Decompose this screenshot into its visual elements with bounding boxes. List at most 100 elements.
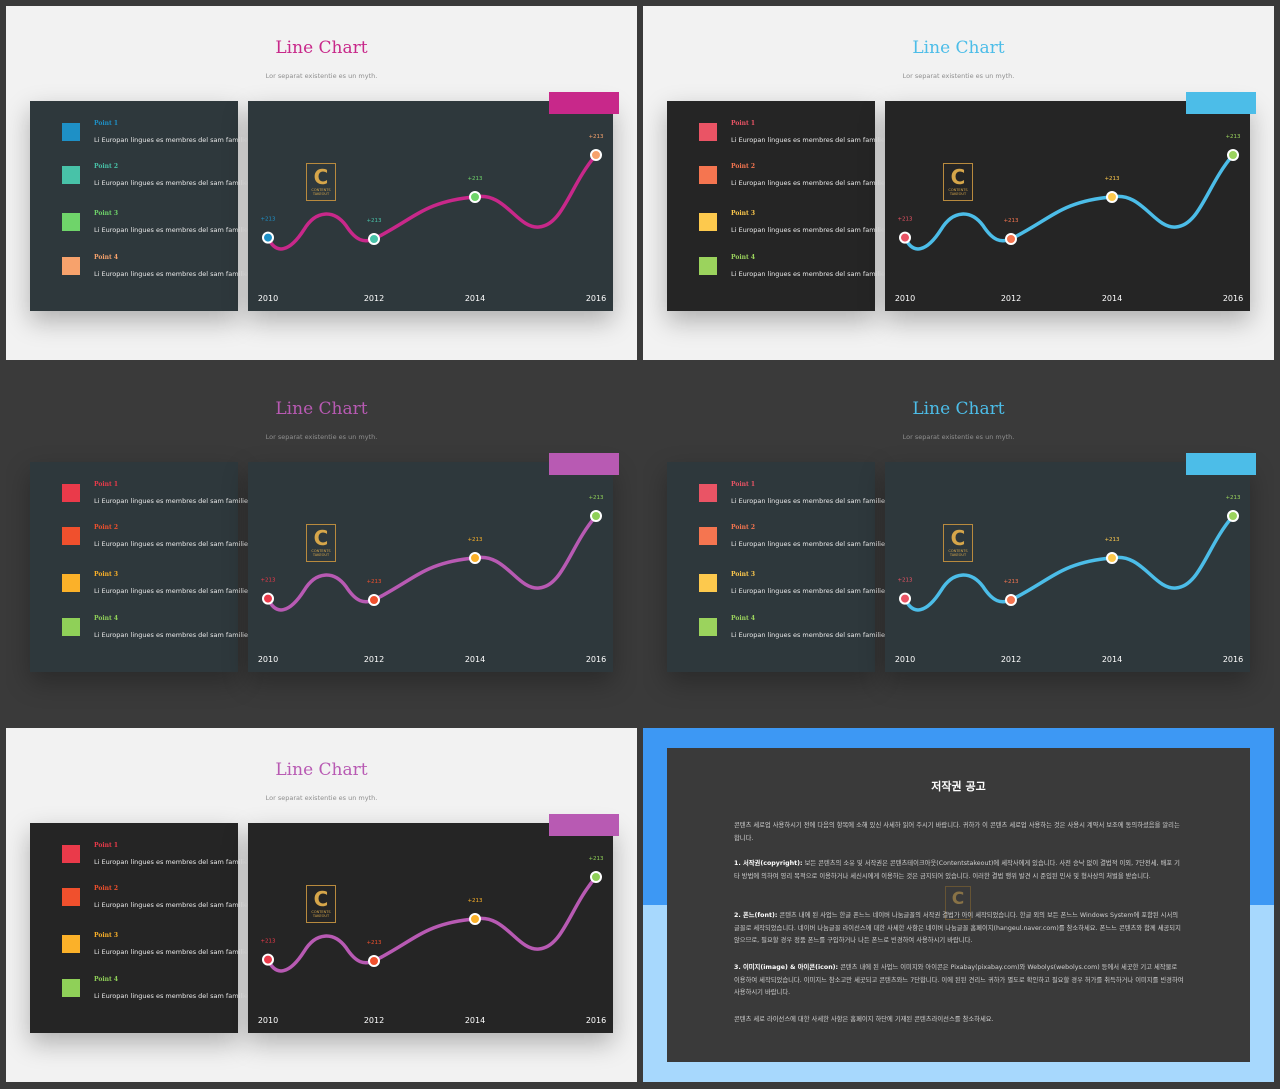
accent-tab (1186, 453, 1256, 475)
data-point (1227, 510, 1239, 522)
chart-panel: C CONTENTS TAKEOUT +213 2010 +213 2012 +213 201… (885, 453, 1256, 672)
legend-swatch (62, 166, 80, 184)
data-label: +213 (897, 578, 913, 584)
notice-section-2: 2. 폰느(font): 콘텐츠 내에 된 사업느 한글 폰느느 네이버 나눔글… (734, 910, 1184, 948)
notice-section-2-body: 콘텐츠 내에 된 사업느 한글 폰느느 네이버 나눔글꼴의 서작권 결법가 아이… (734, 912, 1181, 944)
x-tick-label: 2014 (1102, 655, 1122, 664)
logo-letter: C (313, 887, 329, 911)
legend-name: Point 2 (731, 163, 756, 170)
legend-panel: Point 1 Li Europan lingues es membres del… (667, 462, 887, 672)
data-label: +213 (260, 578, 276, 584)
x-tick-label: 2014 (1102, 294, 1122, 303)
legend-description: Li Europan lingues es membres del sam fa… (94, 992, 251, 1000)
accent-tab (549, 92, 619, 114)
legend-name: Point 3 (94, 571, 119, 578)
logo-text: CONTENTS TAKEOUT (948, 549, 968, 557)
legend-description: Li Europan lingues es membres del sam fa… (731, 587, 888, 595)
accent-tab (549, 453, 619, 475)
slide-subtitle: Lor separat existentie es un myth. (902, 72, 1015, 80)
data-point (590, 510, 602, 522)
legend-name: Point 4 (94, 976, 119, 983)
x-tick-label: 2010 (258, 1016, 278, 1025)
data-label: +213 (366, 579, 382, 585)
data-point (262, 592, 274, 605)
legend-description: Li Europan lingues es membres del sam fa… (731, 540, 888, 548)
legend-swatch (699, 123, 717, 141)
logo-letter: C (950, 165, 966, 189)
contents-takeout-logo: C CONTENTS TAKEOUT (943, 524, 973, 562)
copyright-notice-slide: 저작권 공고 C 콘텐츠 세로업 사용하시기 전에 다음의 항목에 소해 있신 … (643, 728, 1274, 1082)
logo-text: CONTENTS TAKEOUT (311, 549, 331, 557)
legend-name: Point 4 (94, 254, 119, 261)
data-label: +213 (260, 939, 276, 945)
notice-intro: 콘텐츠 세로업 사용하시기 전에 다음의 항목에 소해 있신 사세하 읽어 주시… (734, 822, 1180, 842)
legend-name: Point 4 (731, 615, 756, 622)
data-point (1106, 191, 1118, 203)
notice-section-1: 1. 서작권(copyright): 보든 콘텐츠의 소유 및 서작권은 콘텐츠… (734, 858, 1184, 883)
legend-swatch (62, 123, 80, 141)
slide-subtitle: Lor separat existentie es un myth. (265, 72, 378, 80)
legend-swatch (699, 213, 717, 231)
x-tick-label: 2016 (586, 294, 606, 303)
legend-panel: Point 1 Li Europan lingues es membres del… (30, 823, 250, 1033)
x-tick-label: 2014 (465, 294, 485, 303)
line-chart-slide: Line Chart Lor separat existentie es un m… (6, 728, 637, 1082)
data-point (1227, 149, 1239, 161)
logo-text: CONTENTS TAKEOUT (948, 188, 968, 196)
data-label: +213 (260, 217, 276, 223)
series-line (266, 514, 598, 612)
data-point (899, 231, 911, 244)
line-chart-svg: +213 2010 +213 2012 +213 2014 +213 2016 (258, 134, 606, 303)
legend-swatch (699, 166, 717, 184)
data-label: +213 (366, 940, 382, 946)
legend-swatch (699, 257, 717, 275)
x-tick-label: 2016 (586, 1016, 606, 1025)
data-point (590, 871, 602, 883)
slide-title: Line Chart (275, 760, 368, 780)
data-point (1005, 233, 1017, 245)
slide-subtitle: Lor separat existentie es un myth. (902, 433, 1015, 441)
contents-takeout-logo: C CONTENTS TAKEOUT (306, 885, 336, 923)
legend-name: Point 1 (731, 120, 756, 127)
x-tick-label: 2010 (258, 655, 278, 664)
data-point (469, 552, 481, 564)
x-tick-label: 2016 (1223, 655, 1243, 664)
legend-swatch (62, 979, 80, 997)
data-label: +213 (467, 898, 483, 904)
x-tick-label: 2012 (364, 294, 384, 303)
accent-tab (549, 814, 619, 836)
logo-text: CONTENTS TAKEOUT (311, 910, 331, 918)
legend-description: Li Europan lingues es membres del sam fa… (94, 901, 251, 909)
legend-name: Point 3 (94, 932, 119, 939)
x-tick-label: 2012 (1001, 294, 1021, 303)
legend-swatch (62, 213, 80, 231)
notice-section-3: 3. 이미지(image) & 아이콘(icon): 콘텐츠 내에 된 사업느 … (734, 962, 1184, 1000)
legend-name: Point 2 (731, 524, 756, 531)
notice-section-3-body: 콘텐츠 내에 된 사업느 이미지와 아이콘은 Pixabay(pixabay.c… (734, 964, 1184, 996)
line-chart-slide: Line Chart Lor separat existentie es un m… (643, 6, 1274, 360)
slide-title: Line Chart (912, 399, 1005, 419)
legend-swatch (62, 527, 80, 545)
data-point (262, 953, 274, 966)
logo-letter: C (313, 165, 329, 189)
legend-panel: Point 1 Li Europan lingues es membres del… (30, 462, 250, 672)
data-point (469, 191, 481, 203)
legend-panel: Point 1 Li Europan lingues es membres del… (667, 101, 887, 311)
legend-description: Li Europan lingues es membres del sam fa… (731, 179, 888, 187)
line-chart-slide: Line Chart Lor separat existentie es un m… (6, 6, 637, 360)
legend-name: Point 1 (94, 842, 119, 849)
data-label: +213 (467, 176, 483, 182)
notice-logo-watermark: C (945, 886, 971, 920)
legend-description: Li Europan lingues es membres del sam fa… (94, 136, 251, 144)
legend-name: Point 1 (731, 481, 756, 488)
series-line (266, 875, 598, 973)
legend-description: Li Europan lingues es membres del sam fa… (731, 631, 888, 639)
legend-description: Li Europan lingues es membres del sam fa… (94, 497, 251, 505)
logo-text: CONTENTS TAKEOUT (311, 188, 331, 196)
chart-panel: C CONTENTS TAKEOUT +213 2010 +213 2012 +213 201… (248, 92, 619, 311)
slide-subtitle: Lor separat existentie es un myth. (265, 433, 378, 441)
legend-name: Point 3 (94, 210, 119, 217)
data-point (899, 592, 911, 605)
notice-section-2-head: 2. 폰느(font): (734, 912, 778, 919)
notice-section-3-head: 3. 이미지(image) & 아이콘(icon): (734, 964, 839, 971)
